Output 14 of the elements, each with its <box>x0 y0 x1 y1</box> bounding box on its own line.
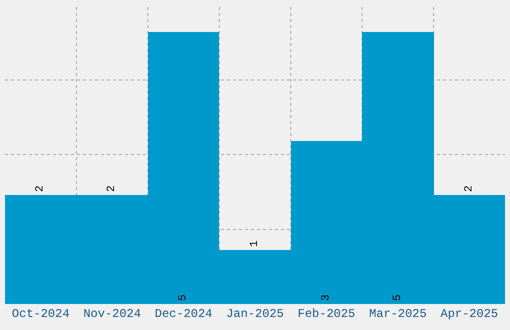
x-tick-label: Oct-2024 <box>12 307 70 321</box>
x-tick-label: Jan-2025 <box>226 307 284 321</box>
x-tick-label: Dec-2024 <box>154 307 212 321</box>
data-label: 5 <box>392 294 404 301</box>
data-label: 3 <box>320 294 332 301</box>
data-label: 2 <box>464 185 476 192</box>
x-tick-label: Nov-2024 <box>83 307 141 321</box>
x-tick-label: Apr-2025 <box>440 307 498 321</box>
data-label: 2 <box>34 185 46 192</box>
x-tick-label: Feb-2025 <box>298 307 356 321</box>
data-label: 2 <box>106 185 118 192</box>
data-label: 1 <box>249 240 261 247</box>
data-label: 5 <box>178 294 190 301</box>
x-tick-label: Mar-2025 <box>369 307 427 321</box>
